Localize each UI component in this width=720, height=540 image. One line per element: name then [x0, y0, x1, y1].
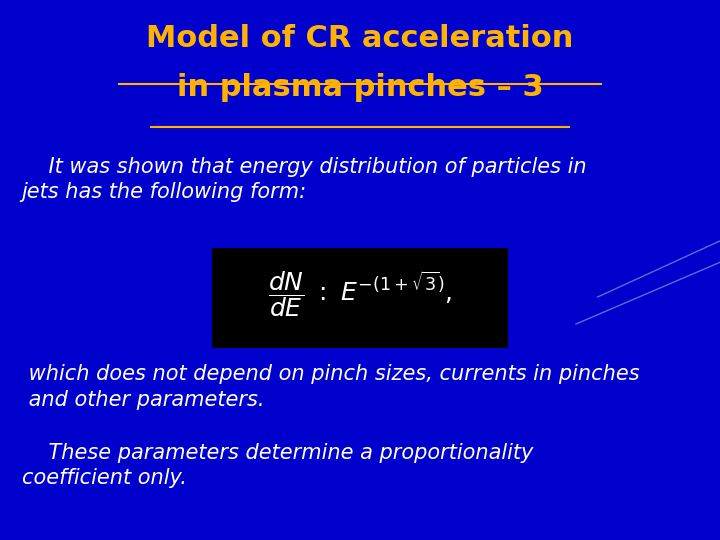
- Text: $\dfrac{dN}{dE}\ :\ E^{-(1+\sqrt{3})},$: $\dfrac{dN}{dE}\ :\ E^{-(1+\sqrt{3})},$: [268, 269, 452, 319]
- Text: These parameters determine a proportionality
coefficient only.: These parameters determine a proportiona…: [22, 443, 533, 488]
- Text: Model of CR acceleration: Model of CR acceleration: [146, 24, 574, 53]
- Text: in plasma pinches – 3: in plasma pinches – 3: [176, 73, 544, 102]
- Text: It was shown that energy distribution of particles in
jets has the following for: It was shown that energy distribution of…: [22, 157, 586, 202]
- FancyBboxPatch shape: [212, 248, 508, 348]
- Text: which does not depend on pinch sizes, currents in pinches
 and other parameters.: which does not depend on pinch sizes, cu…: [22, 364, 639, 410]
